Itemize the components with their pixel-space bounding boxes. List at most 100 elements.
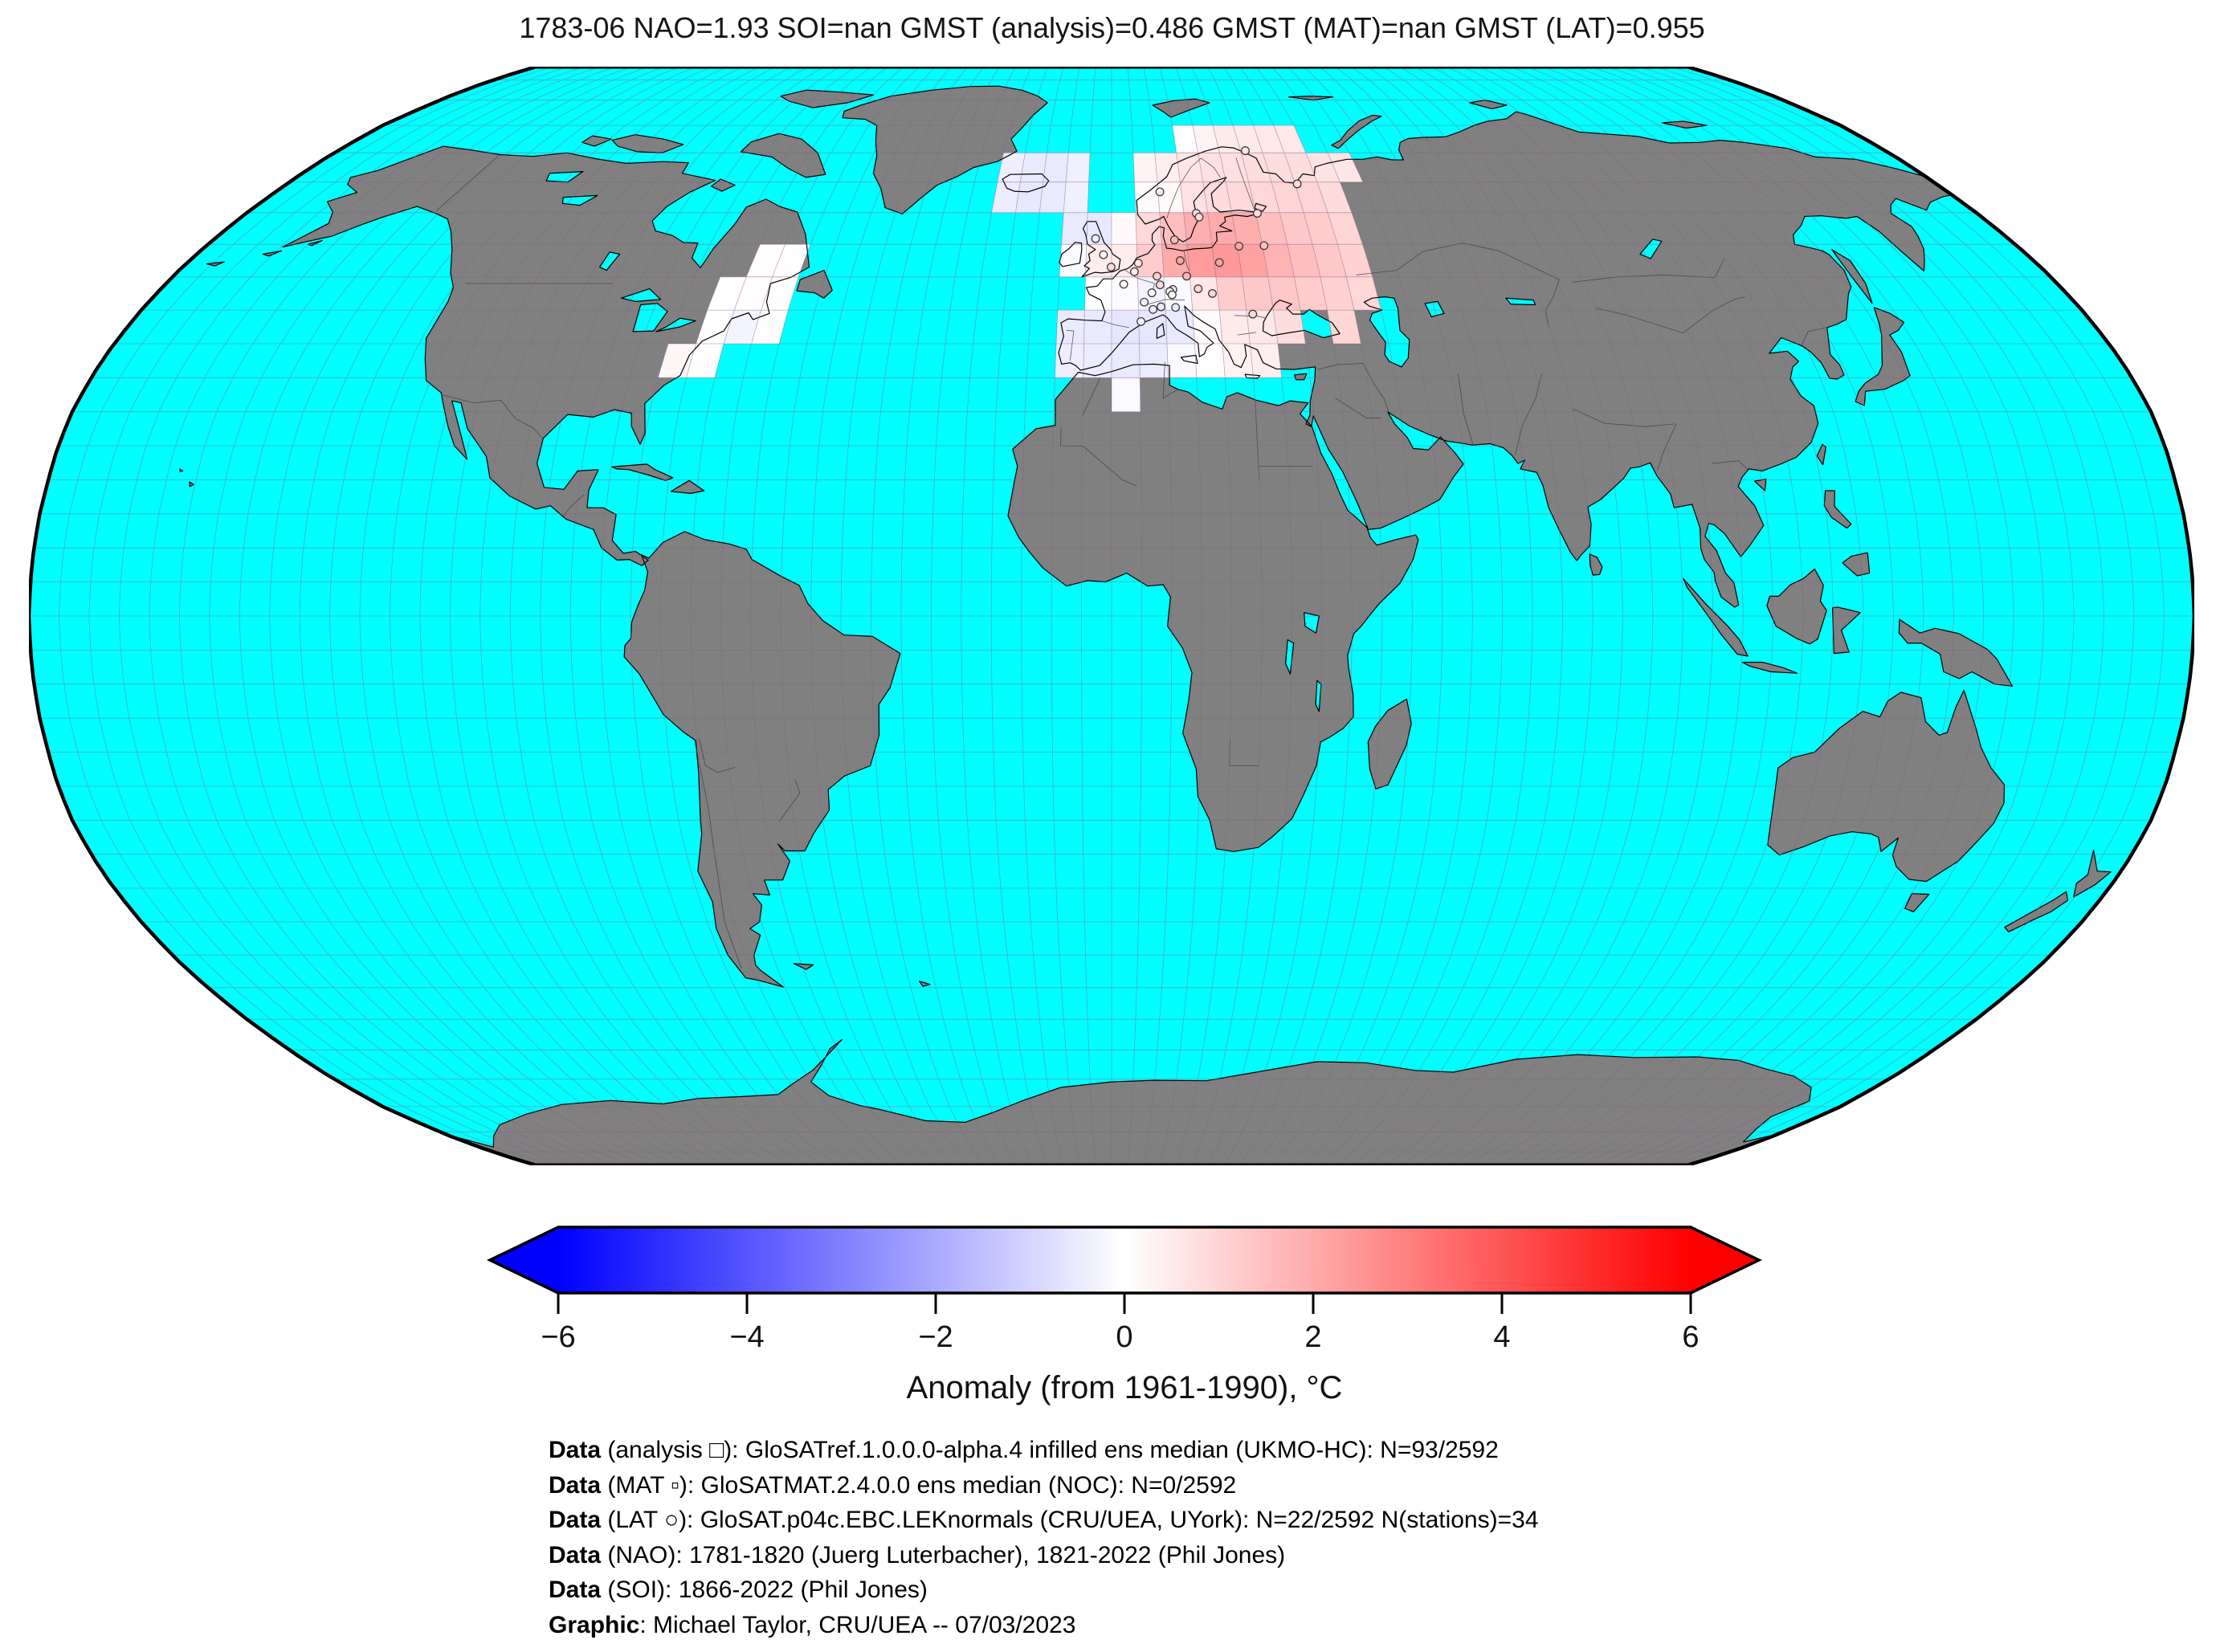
country-border	[435, 154, 500, 211]
anomaly-cell	[1237, 244, 1268, 277]
anomaly-cell	[1083, 344, 1112, 378]
anomaly-cell	[734, 276, 773, 311]
coastline	[282, 145, 810, 566]
colorbar-tick-label: −4	[729, 1320, 764, 1354]
coastline	[1904, 893, 1930, 912]
lake-shore	[632, 303, 668, 332]
station-marker	[1136, 316, 1146, 326]
country-border	[778, 779, 801, 822]
caption-line: Data (NAO): 1781-1820 (Juerg Luterbacher…	[549, 1541, 1286, 1568]
landmass	[1368, 699, 1412, 789]
station-marker	[1140, 297, 1149, 307]
anomaly-cell	[1271, 182, 1304, 213]
landmass	[1469, 100, 1507, 109]
coastline	[1683, 577, 1749, 657]
anomaly-cell	[1219, 310, 1251, 344]
coastline	[1741, 662, 1798, 674]
country-border	[1162, 361, 1177, 399]
anomaly-cell	[1132, 153, 1157, 182]
coastline	[443, 1038, 1812, 1165]
anomaly-cell	[1083, 310, 1112, 344]
lake-shore	[599, 251, 621, 271]
coastline	[307, 239, 323, 247]
coastline	[1753, 479, 1767, 492]
coastline	[611, 463, 674, 481]
anomaly-cell	[1255, 212, 1287, 245]
landmass	[611, 463, 673, 481]
anomaly-cell	[1084, 276, 1112, 311]
colorbar-tick-label: 6	[1682, 1320, 1699, 1354]
anomaly-cell	[1212, 244, 1243, 277]
coastline	[1898, 618, 2014, 687]
coastline	[582, 135, 612, 147]
anomaly-cell	[1186, 244, 1216, 277]
coastline	[1832, 606, 1861, 655]
colorbar-tick-label: 0	[1116, 1320, 1132, 1354]
anomaly-cell	[1136, 244, 1164, 277]
lake-shore	[1262, 300, 1341, 339]
station-marker	[1129, 267, 1139, 276]
coastline	[1180, 354, 1198, 365]
anomaly-cell	[1248, 182, 1280, 213]
country-border	[1166, 157, 1202, 219]
landmass	[624, 531, 900, 987]
station-marker	[1175, 256, 1185, 265]
anomaly-cell	[1015, 182, 1043, 213]
station-marker	[1157, 302, 1166, 312]
lake-shore	[561, 194, 598, 206]
coastline	[1331, 114, 1382, 149]
anomaly-cell	[1263, 153, 1295, 182]
anomaly-cell	[1241, 153, 1272, 182]
anomaly-cell	[1317, 182, 1352, 213]
lake-shore	[1254, 202, 1267, 212]
anomaly-cell	[1268, 276, 1300, 311]
anomaly-cell	[1112, 377, 1141, 412]
anomaly-cell	[1139, 344, 1169, 378]
landmass	[741, 133, 826, 177]
anomaly-cell	[1328, 153, 1363, 182]
station-marker	[1091, 234, 1100, 243]
coastline	[670, 479, 705, 494]
anomaly-cell	[1246, 310, 1279, 344]
anomaly-cell	[1056, 310, 1085, 344]
map-frame	[29, 67, 2194, 1165]
country-border	[1595, 296, 1745, 334]
landmass	[1288, 96, 1333, 100]
station-layer	[1091, 146, 1302, 326]
anomaly-cell	[1134, 182, 1160, 213]
coastline	[623, 531, 901, 988]
station-marker	[1182, 271, 1191, 281]
station-marker	[1234, 242, 1244, 251]
landmass	[1589, 553, 1602, 576]
coastline	[796, 270, 833, 299]
anomaly-cell	[1138, 310, 1167, 344]
landmass	[1904, 893, 1929, 912]
anomaly-cell	[1279, 212, 1313, 245]
colorbar-gradient	[486, 1226, 1763, 1295]
anomaly-cell	[1273, 310, 1306, 344]
landmass	[1742, 662, 1798, 674]
country-border	[1201, 157, 1221, 178]
station-marker	[1119, 279, 1128, 289]
country-border	[1237, 332, 1256, 336]
anomaly-cell	[1167, 344, 1197, 378]
station-marker	[1194, 284, 1203, 294]
country-border	[1060, 427, 1137, 487]
anomaly-cell	[1112, 212, 1137, 245]
country-border	[1183, 251, 1190, 271]
country-border	[1082, 377, 1101, 416]
anomaly-cell	[1226, 182, 1256, 213]
lake-shore	[1315, 679, 1322, 712]
anomaly-cell	[1231, 212, 1263, 245]
landmass	[780, 90, 874, 108]
station-marker	[1133, 259, 1143, 268]
coastline	[1766, 568, 1827, 645]
anomaly-cell	[1346, 276, 1381, 311]
landmass	[1899, 619, 2013, 687]
coastline	[1589, 553, 1603, 576]
country-border	[1356, 243, 1560, 280]
country-border	[441, 394, 544, 440]
anomaly-cell	[1112, 276, 1139, 311]
anomaly-cell	[1320, 276, 1354, 311]
anomaly-cell	[1262, 244, 1295, 277]
